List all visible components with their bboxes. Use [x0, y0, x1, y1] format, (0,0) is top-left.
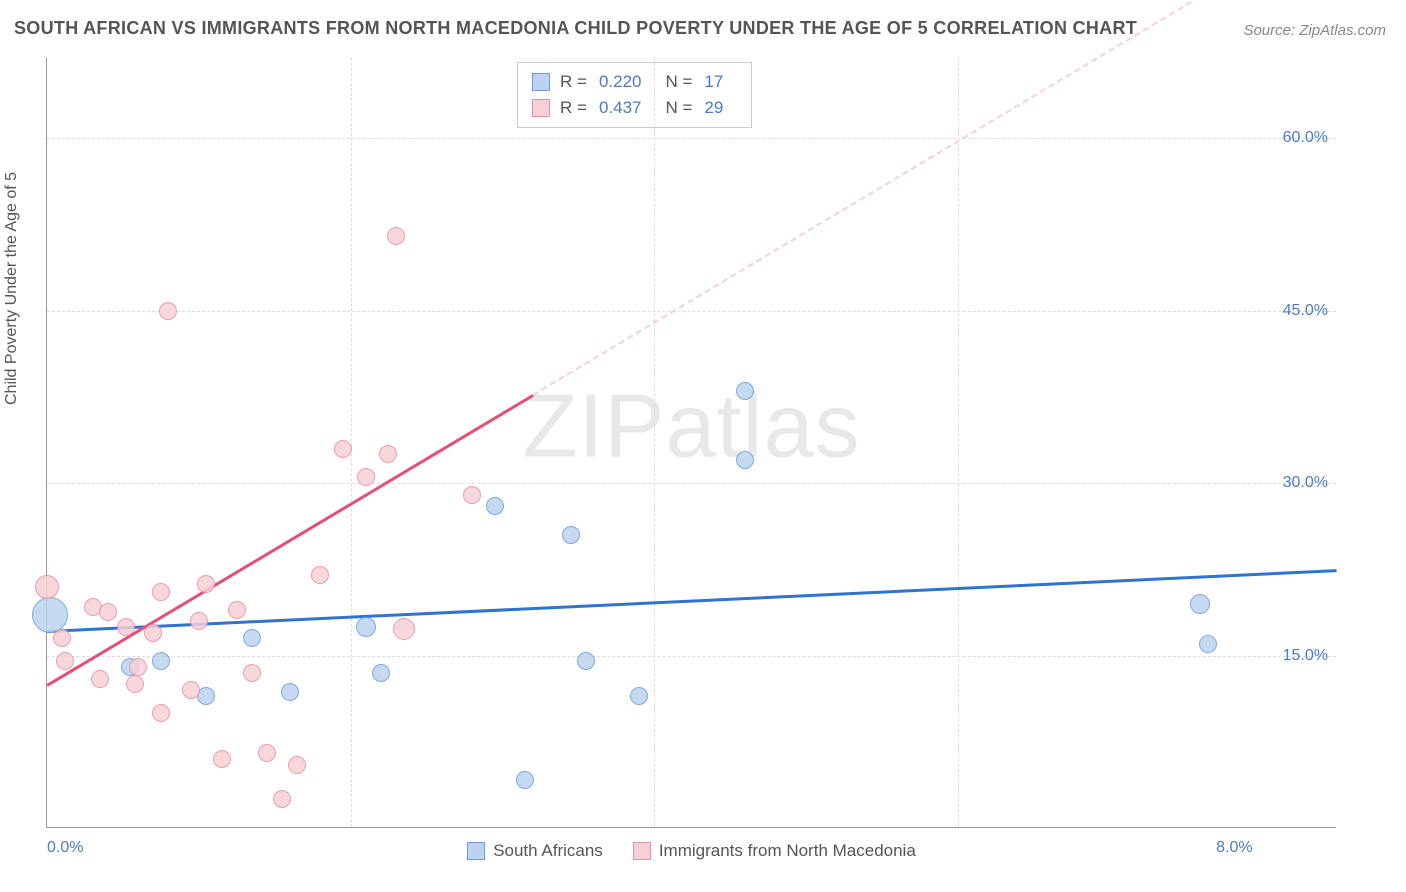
scatter-point: [91, 670, 109, 688]
chart-title: SOUTH AFRICAN VS IMMIGRANTS FROM NORTH M…: [14, 18, 1137, 39]
stats-row-series-2: R = 0.437 N = 29: [532, 95, 737, 121]
gridline-vertical: [654, 58, 655, 827]
scatter-point: [516, 771, 534, 789]
chart-container: SOUTH AFRICAN VS IMMIGRANTS FROM NORTH M…: [0, 0, 1406, 892]
watermark: ZIPatlas: [522, 376, 860, 479]
scatter-point: [562, 526, 580, 544]
legend: South Africans Immigrants from North Mac…: [47, 841, 1336, 861]
gridline-horizontal: [47, 483, 1336, 484]
scatter-point: [736, 451, 754, 469]
scatter-point: [1190, 594, 1210, 614]
scatter-point: [357, 468, 375, 486]
scatter-point: [190, 612, 208, 630]
legend-swatch-1: [467, 842, 485, 860]
gridline-horizontal: [47, 656, 1336, 657]
legend-swatch-2: [633, 842, 651, 860]
scatter-point: [152, 704, 170, 722]
swatch-series-2: [532, 99, 550, 117]
gridline-vertical: [351, 58, 352, 827]
scatter-point: [463, 486, 481, 504]
y-tick-label: 45.0%: [1283, 302, 1328, 320]
scatter-point: [152, 583, 170, 601]
y-tick-label: 30.0%: [1283, 474, 1328, 492]
scatter-point: [379, 445, 397, 463]
stats-row-series-1: R = 0.220 N = 17: [532, 69, 737, 95]
x-tick-label: 8.0%: [1216, 839, 1252, 857]
source-attribution: Source: ZipAtlas.com: [1243, 22, 1386, 39]
scatter-point: [356, 617, 376, 637]
scatter-point: [311, 566, 329, 584]
scatter-point: [281, 683, 299, 701]
swatch-series-1: [532, 73, 550, 91]
stats-box: R = 0.220 N = 17 R = 0.437 N = 29: [517, 62, 752, 128]
scatter-point: [736, 382, 754, 400]
scatter-point: [144, 624, 162, 642]
legend-label-1: South Africans: [493, 841, 603, 861]
stats-n-label: N =: [665, 98, 692, 118]
scatter-point: [126, 675, 144, 693]
scatter-point: [228, 601, 246, 619]
legend-item-2: Immigrants from North Macedonia: [633, 841, 916, 861]
scatter-point: [372, 664, 390, 682]
y-tick-label: 60.0%: [1283, 129, 1328, 147]
scatter-point: [56, 652, 74, 670]
scatter-point: [243, 664, 261, 682]
scatter-point: [182, 681, 200, 699]
scatter-point: [1199, 635, 1217, 653]
stats-r-value-2: 0.437: [599, 98, 642, 118]
scatter-point: [486, 497, 504, 515]
trend-line-extrapolated: [532, 0, 1337, 396]
scatter-point: [273, 790, 291, 808]
scatter-point: [334, 440, 352, 458]
scatter-point: [152, 652, 170, 670]
trend-line: [46, 395, 533, 687]
scatter-point: [577, 652, 595, 670]
legend-item-1: South Africans: [467, 841, 603, 861]
scatter-point: [159, 302, 177, 320]
scatter-point: [213, 750, 231, 768]
gridline-vertical: [958, 58, 959, 827]
stats-r-value-1: 0.220: [599, 72, 642, 92]
y-axis-label: Child Poverty Under the Age of 5: [3, 172, 21, 405]
legend-label-2: Immigrants from North Macedonia: [659, 841, 916, 861]
scatter-point: [393, 618, 415, 640]
stats-n-label: N =: [665, 72, 692, 92]
scatter-point: [258, 744, 276, 762]
y-tick-label: 15.0%: [1283, 647, 1328, 665]
stats-r-label: R =: [560, 98, 587, 118]
scatter-point: [129, 658, 147, 676]
plot-area: ZIPatlas R = 0.220 N = 17 R = 0.437 N = …: [46, 58, 1336, 828]
stats-r-label: R =: [560, 72, 587, 92]
scatter-point: [117, 618, 135, 636]
gridline-horizontal: [47, 138, 1336, 139]
scatter-point: [288, 756, 306, 774]
stats-n-value-1: 17: [704, 72, 723, 92]
x-tick-label: 0.0%: [47, 839, 83, 857]
scatter-point: [32, 597, 68, 633]
scatter-point: [53, 629, 71, 647]
scatter-point: [99, 603, 117, 621]
scatter-point: [35, 575, 59, 599]
scatter-point: [630, 687, 648, 705]
scatter-point: [387, 227, 405, 245]
scatter-point: [243, 629, 261, 647]
gridline-horizontal: [47, 311, 1336, 312]
scatter-point: [197, 575, 215, 593]
stats-n-value-2: 29: [704, 98, 723, 118]
